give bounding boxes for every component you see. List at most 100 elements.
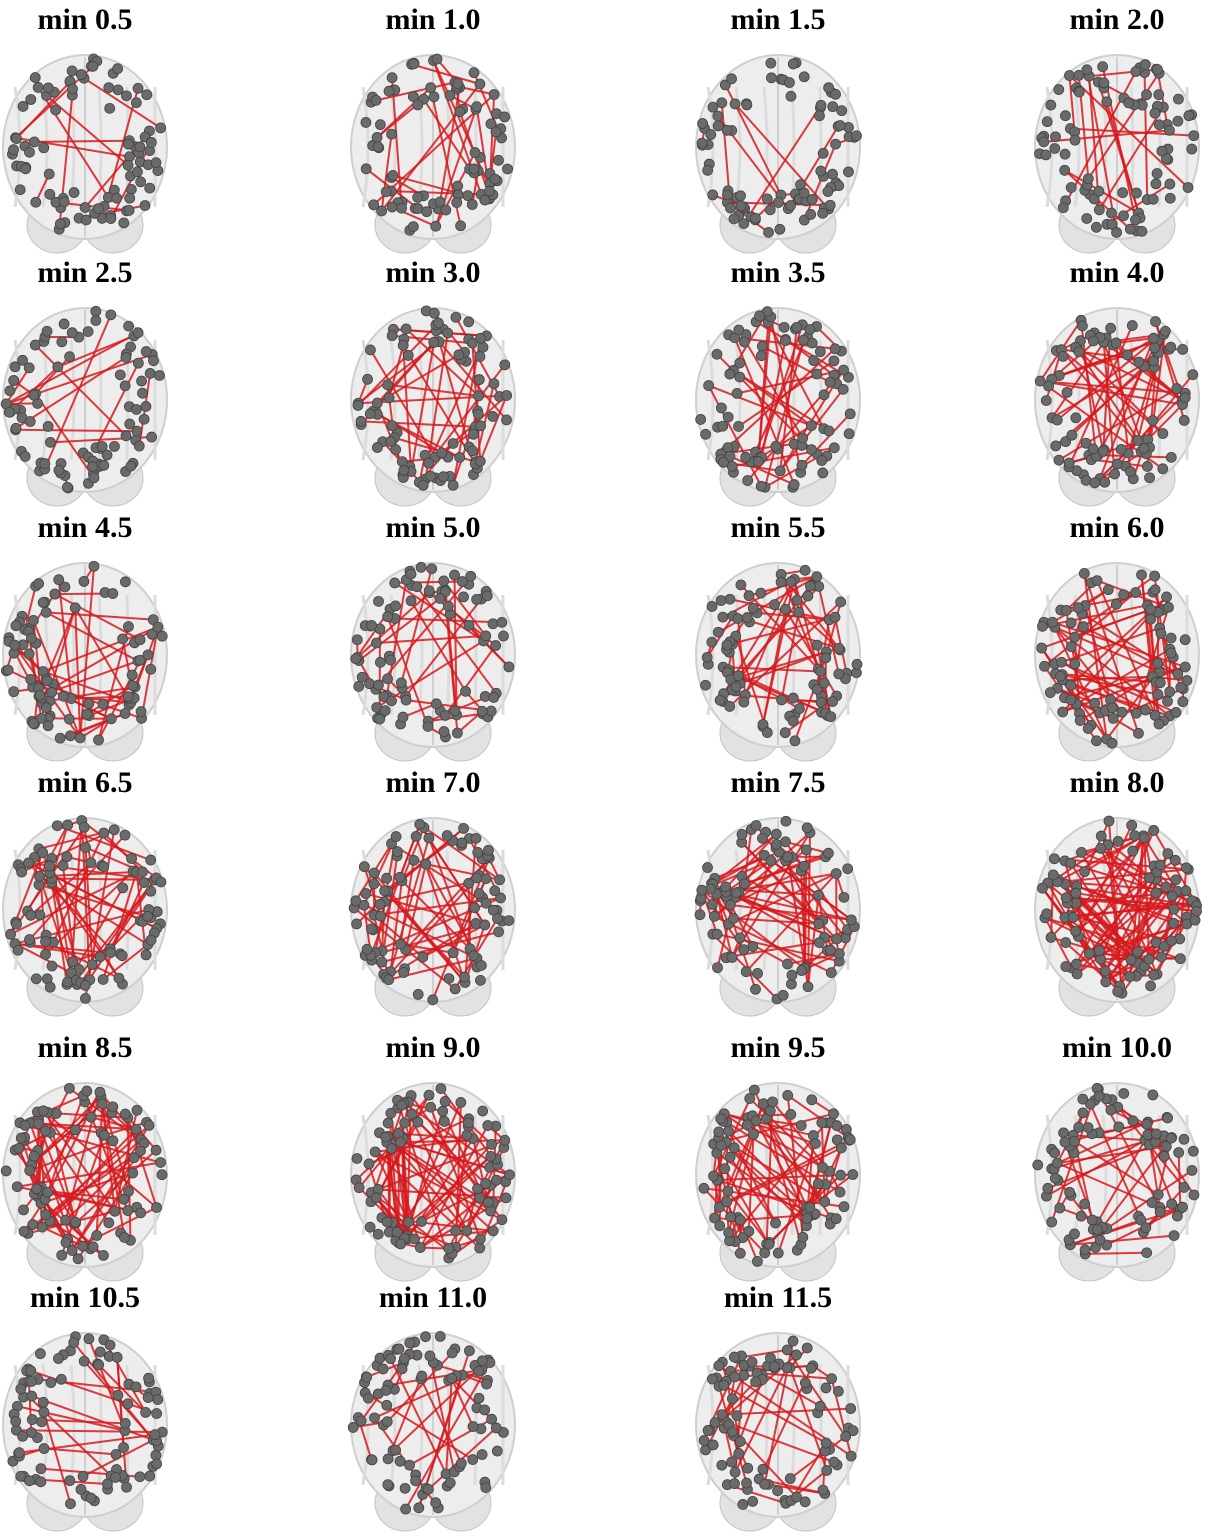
node [1066, 695, 1076, 705]
node [441, 205, 451, 215]
node [472, 594, 482, 604]
node [1090, 698, 1100, 708]
node [1155, 678, 1165, 688]
node [123, 160, 133, 170]
node [86, 1112, 96, 1122]
node [401, 1504, 411, 1514]
node [70, 1217, 80, 1227]
node [372, 132, 382, 142]
node [50, 589, 60, 599]
node [775, 466, 785, 476]
node [156, 877, 166, 887]
node [57, 1250, 67, 1260]
node [460, 972, 470, 982]
node [123, 622, 133, 632]
panel-title: min 2.0 [1069, 3, 1164, 36]
node [500, 360, 510, 370]
node [826, 968, 836, 978]
node [24, 649, 34, 659]
node [407, 1109, 417, 1119]
node [839, 365, 849, 375]
node [707, 601, 717, 611]
node [1039, 661, 1049, 671]
node [78, 1471, 88, 1481]
node [80, 980, 90, 990]
node [824, 426, 834, 436]
node [1148, 1090, 1158, 1100]
node [1106, 1105, 1116, 1115]
node [725, 203, 735, 213]
node [730, 1467, 740, 1477]
node [452, 728, 462, 738]
node [798, 433, 808, 443]
panel-title: min 6.5 [37, 766, 132, 799]
node [59, 319, 69, 329]
node [489, 379, 499, 389]
node [786, 201, 796, 211]
node [1142, 1119, 1152, 1129]
node [1078, 1094, 1088, 1104]
node [1119, 590, 1129, 600]
node [726, 1212, 736, 1222]
node [742, 1478, 752, 1488]
node [152, 1459, 162, 1469]
node [707, 899, 717, 909]
node [758, 1464, 768, 1474]
node [1144, 873, 1154, 883]
node [1068, 912, 1078, 922]
node [362, 944, 372, 954]
node [113, 85, 123, 95]
node [777, 695, 787, 705]
node [1178, 697, 1188, 707]
node [817, 1118, 827, 1128]
node [825, 945, 835, 955]
node [701, 429, 711, 439]
node [1101, 977, 1111, 987]
node [1066, 183, 1076, 193]
node [800, 1378, 810, 1388]
node [353, 400, 363, 410]
node [367, 1455, 377, 1465]
node [710, 1418, 720, 1428]
node [423, 721, 433, 731]
node [497, 617, 507, 627]
node [1127, 321, 1137, 331]
node [1083, 724, 1093, 734]
node [406, 569, 416, 579]
node [1095, 1235, 1105, 1245]
node [1076, 847, 1086, 857]
node [723, 1186, 733, 1196]
node [1096, 831, 1106, 841]
node [1154, 90, 1164, 100]
node [20, 451, 30, 461]
node [839, 892, 849, 902]
node [825, 377, 835, 387]
node [25, 1476, 35, 1486]
node [10, 640, 20, 650]
node [31, 974, 41, 984]
node [846, 1451, 856, 1461]
node [720, 1164, 730, 1174]
node [1154, 719, 1164, 729]
node [780, 336, 790, 346]
node [425, 1351, 435, 1361]
node [788, 59, 798, 69]
node [125, 193, 135, 203]
node [11, 1416, 21, 1426]
node [365, 345, 375, 355]
node [451, 312, 461, 322]
node [102, 1479, 112, 1489]
node [1152, 64, 1162, 74]
node [830, 344, 840, 354]
node [132, 426, 142, 436]
node [386, 655, 396, 665]
node [29, 137, 39, 147]
node [394, 1344, 404, 1354]
node [482, 591, 492, 601]
edge [34, 141, 129, 142]
node [771, 441, 781, 451]
node [1128, 846, 1138, 856]
node [486, 1206, 496, 1216]
node [474, 375, 484, 385]
node [798, 335, 808, 345]
